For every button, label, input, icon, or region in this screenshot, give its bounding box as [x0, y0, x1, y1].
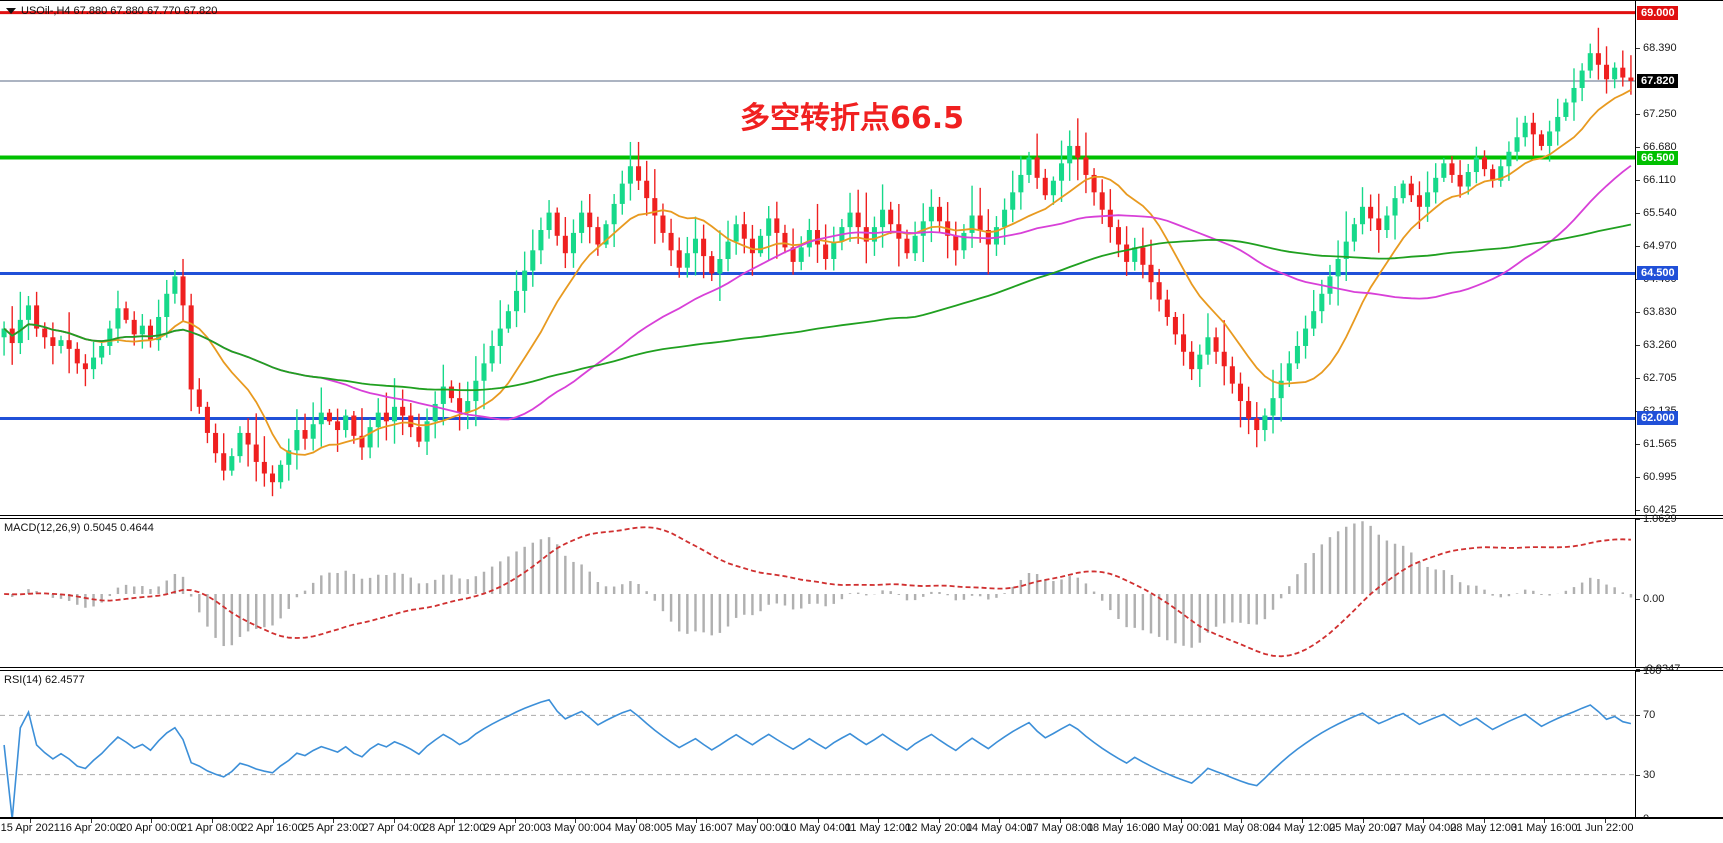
- time-axis[interactable]: 15 Apr 2021 16 Apr 20:00 20 Apr 00:00 21 Ap…: [0, 818, 1723, 843]
- price-level-tag[interactable]: 64.500: [1637, 266, 1678, 281]
- price-level-tag[interactable]: 67.820: [1637, 74, 1678, 88]
- time-axis-tick: [1059, 819, 1061, 823]
- axis-tick-label: 70: [1636, 709, 1655, 721]
- time-axis-tick: [1362, 819, 1364, 823]
- time-axis-label: 22 Apr 16:00: [241, 822, 304, 834]
- macd-panel-header: MACD(12,26,9) 0.5045 0.4644: [4, 522, 154, 534]
- time-axis-label: 16 Apr 20:00: [59, 822, 123, 834]
- axis-tick-label: 62.705: [1636, 372, 1677, 384]
- axis-tick-label: 68.390: [1636, 42, 1677, 54]
- time-axis-label: 27 Apr 04:00: [362, 822, 425, 834]
- price-candles: [0, 11, 1635, 497]
- time-axis-label: 27 May 04:00: [1389, 822, 1457, 834]
- time-axis-tick: [1483, 819, 1485, 823]
- time-axis-label: 31 May 16:00: [1510, 822, 1578, 834]
- axis-tick-label: 0.00: [1636, 593, 1664, 605]
- time-axis-label: 7 May 00:00: [726, 822, 788, 834]
- price-y-axis[interactable]: 68.39067.25066.68066.11065.54064.97064.4…: [1635, 1, 1723, 516]
- time-axis-tick: [151, 819, 153, 823]
- time-axis-tick: [514, 819, 516, 823]
- time-axis-label: 10 May 04:00: [784, 822, 851, 834]
- time-axis-label: 15 Apr 2021: [0, 822, 60, 834]
- axis-tick-label: 60.995: [1636, 471, 1677, 483]
- time-axis-label: 1 Jun 22:00: [1575, 822, 1634, 834]
- price-level-tag[interactable]: 66.500: [1637, 150, 1678, 165]
- price-panel-header: USOil-,H4 67.880 67.880 67.770 67.820: [6, 5, 217, 17]
- time-axis-tick: [756, 819, 758, 823]
- time-axis-label: 28 May 12:00: [1450, 822, 1517, 834]
- time-axis-tick: [1544, 819, 1546, 823]
- macd-panel[interactable]: 1.0629 0.00 -0.9347 MACD(12,26,9) 0.5045 0…: [0, 513, 1723, 675]
- time-axis-tick: [878, 819, 880, 823]
- axis-tick-label: 30: [1636, 769, 1655, 781]
- time-axis-tick: [635, 819, 637, 823]
- time-axis-label: 3 May 00:00: [544, 822, 606, 834]
- time-axis-label: 11 May 12:00: [845, 822, 911, 834]
- time-axis-tick: [1120, 819, 1122, 823]
- time-axis-tick: [30, 819, 32, 823]
- time-axis-label: 20 Apr 00:00: [120, 822, 183, 834]
- macd-y-axis[interactable]: 1.0629 0.00 -0.9347: [1635, 513, 1723, 675]
- time-axis-label: 17 May 08:00: [1026, 822, 1094, 834]
- time-axis-tick: [575, 819, 577, 823]
- price-level-tag[interactable]: 62.000: [1637, 411, 1678, 426]
- axis-tick-label: 100: [1636, 665, 1661, 677]
- rsi-panel-header: RSI(14) 62.4577: [4, 674, 85, 686]
- time-axis-tick: [999, 819, 1001, 823]
- axis-tick-label: 1.0629: [1636, 513, 1677, 525]
- axis-tick-label: 67.250: [1636, 108, 1677, 120]
- axis-tick-label: 64.970: [1636, 240, 1677, 252]
- chart-annotation: 多空转折点66.5: [740, 101, 965, 136]
- caret-down-icon[interactable]: [6, 8, 16, 14]
- axis-tick-label: 66.110: [1636, 174, 1676, 186]
- time-axis-tick: [90, 819, 92, 823]
- axis-tick-label: 60.425: [1636, 504, 1677, 516]
- time-axis-tick: [333, 819, 335, 823]
- axis-tick-label: 63.260: [1636, 339, 1677, 351]
- time-axis-tick: [1604, 819, 1606, 823]
- time-axis-label: 18 May 16:00: [1086, 822, 1154, 834]
- price-level-tag[interactable]: 69.000: [1637, 5, 1678, 20]
- time-axis-label: 20 May 00:00: [1147, 822, 1215, 834]
- time-axis-label: 25 Apr 23:00: [301, 822, 365, 834]
- time-axis-label: 28 Apr 12:00: [422, 822, 486, 834]
- rsi-series: [0, 698, 1635, 817]
- time-axis-label: 29 Apr 20:00: [483, 822, 546, 834]
- time-axis-tick: [393, 819, 395, 823]
- price-plot-area[interactable]: [0, 1, 1635, 515]
- time-axis-tick: [938, 819, 940, 823]
- time-axis-label: 4 May 08:00: [605, 822, 667, 834]
- time-axis-label: 21 May 08:00: [1208, 822, 1275, 834]
- symbol-label: USOil-,H4 67.880 67.880 67.770 67.820: [21, 5, 218, 17]
- macd-series: [4, 521, 1633, 658]
- time-axis-tick: [817, 819, 819, 823]
- time-axis-tick: [696, 819, 698, 823]
- price-panel[interactable]: 68.39067.25066.68066.11065.54064.97064.4…: [0, 0, 1723, 516]
- rsi-y-axis[interactable]: 10070300: [1635, 665, 1723, 825]
- axis-tick-label: 66.680: [1636, 141, 1677, 153]
- macd-plot-area[interactable]: [0, 519, 1635, 667]
- time-axis-tick: [272, 819, 274, 823]
- time-axis-label: 5 May 16:00: [666, 822, 727, 834]
- time-axis-label: 25 May 20:00: [1329, 822, 1396, 834]
- axis-tick-label: 61.565: [1636, 438, 1677, 450]
- rsi-plot-area[interactable]: [0, 671, 1635, 817]
- rsi-panel[interactable]: 10070300 RSI(14) 62.4577: [0, 665, 1723, 825]
- time-axis-label: 14 May 04:00: [965, 822, 1033, 834]
- time-axis-tick: [454, 819, 456, 823]
- time-axis-tick: [211, 819, 213, 823]
- time-axis-tick: [1423, 819, 1425, 823]
- time-axis-tick: [1180, 819, 1182, 823]
- axis-tick-label: 63.830: [1636, 306, 1677, 318]
- time-axis-label: 24 May 12:00: [1268, 822, 1336, 834]
- time-axis-tick: [1241, 819, 1243, 823]
- time-axis-label: 21 Apr 08:00: [180, 822, 244, 834]
- time-axis-label: 12 May 20:00: [905, 822, 972, 834]
- time-axis-tick: [1301, 819, 1303, 823]
- axis-tick-label: 65.540: [1636, 207, 1677, 219]
